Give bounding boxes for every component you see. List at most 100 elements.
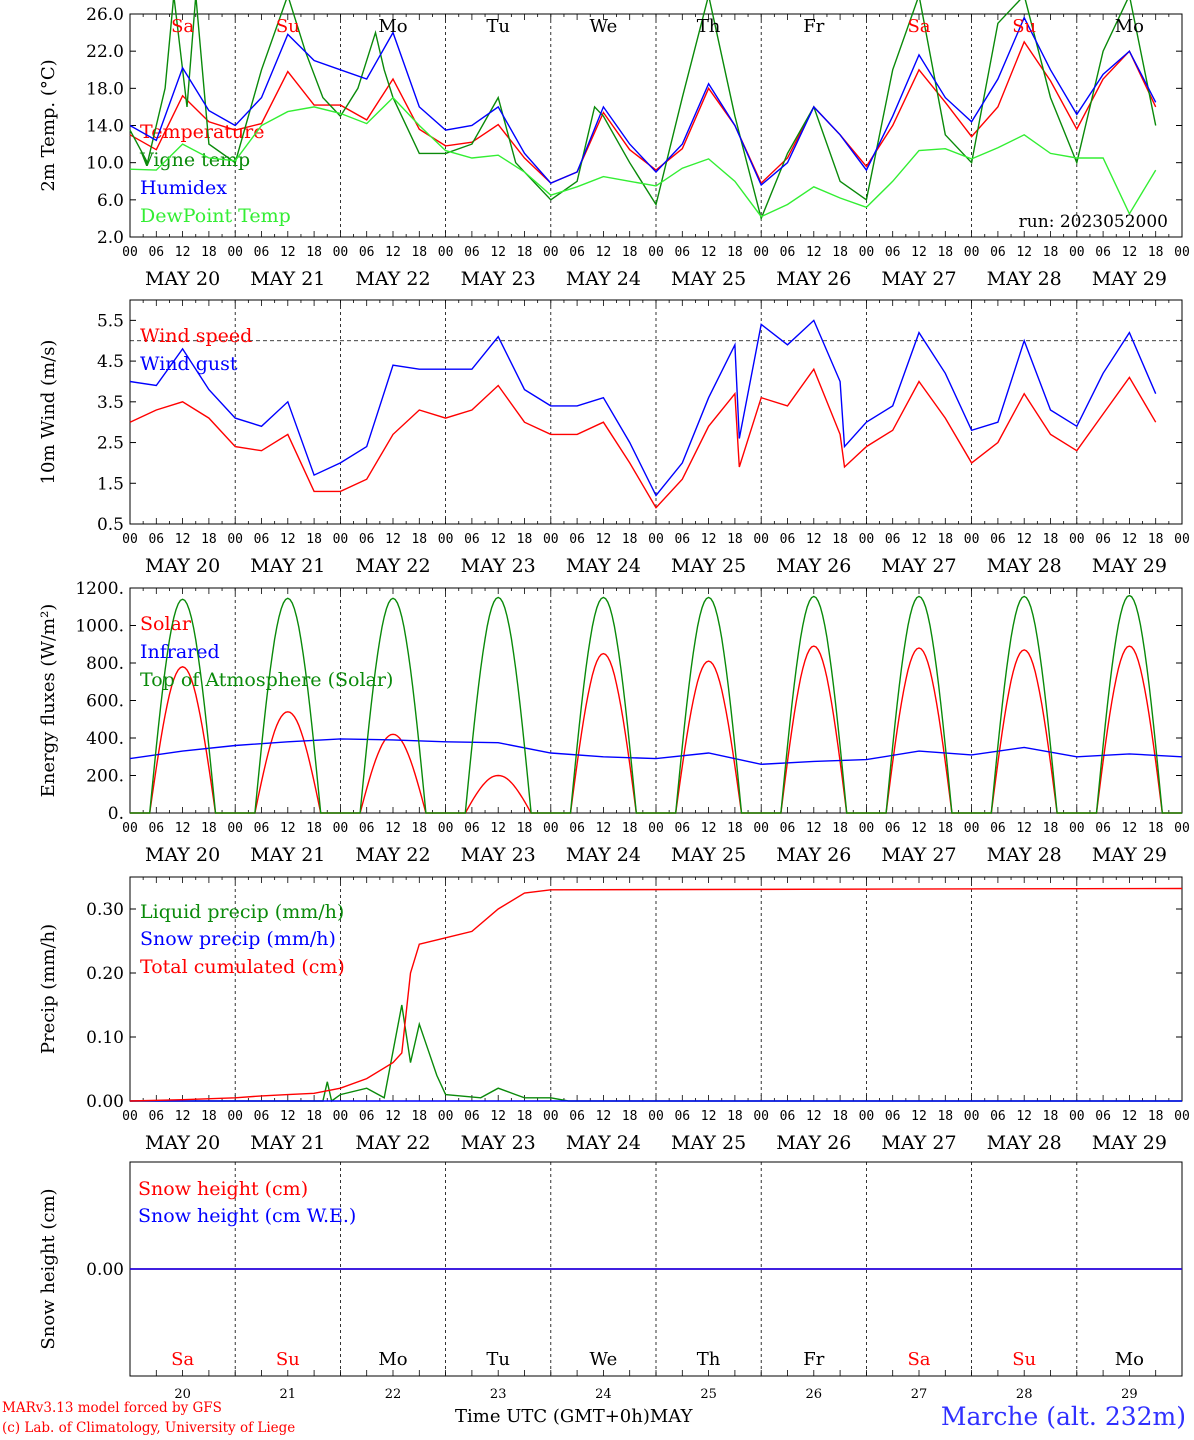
x-hour-label: 00 — [122, 532, 138, 547]
x-hour-label: 18 — [517, 532, 533, 547]
series-line-liquid-precip-mm-h- — [130, 1004, 1182, 1103]
legend-label: Wind speed — [140, 325, 252, 347]
x-hour-label: 06 — [780, 1109, 796, 1124]
x-hour-label: 00 — [122, 245, 138, 260]
panel-3: 0. 200. 400. 600. 800. 1000. 1200. Energy fluxe… — [38, 579, 1190, 866]
x-hour-label: 12 — [280, 821, 296, 836]
weekday-label: Th — [697, 16, 721, 37]
x-hour-label: 00 — [964, 1109, 980, 1124]
y-tick-label: 2.0 — [97, 228, 124, 248]
x-hour-label: 12 — [911, 532, 927, 547]
model-credit: MARv3.13 model forced by GFS — [2, 1400, 222, 1416]
legend-label: Infrared — [140, 641, 220, 663]
x-hour-label: 12 — [701, 821, 717, 836]
x-hour-label: 12 — [911, 821, 927, 836]
x-hour-label: 18 — [937, 245, 953, 260]
x-hour-label: 18 — [727, 821, 743, 836]
x-hour-label: 12 — [1122, 532, 1138, 547]
series-line-dewpoint-temp — [129, 96, 1157, 218]
y-tick-label: 1200. — [75, 579, 124, 599]
y-tick-label: 800. — [86, 654, 124, 674]
x-hour-label: 06 — [990, 821, 1006, 836]
x-date-label: MAY 29 — [1092, 268, 1167, 290]
x-hour-label: 06 — [990, 532, 1006, 547]
x-hour-label: 00 — [1069, 821, 1085, 836]
weekday-label: Sa — [907, 16, 930, 37]
x-hour-label: 06 — [254, 532, 270, 547]
x-hour-label: 06 — [359, 1109, 375, 1124]
x-hour-label: 00 — [964, 245, 980, 260]
legend-label: Snow precip (mm/h) — [140, 928, 336, 950]
x-hour-label: 00 — [122, 821, 138, 836]
y-axis-label: Energy fluxes (W/m²) — [38, 604, 59, 798]
x-hour-label: 06 — [254, 821, 270, 836]
x-date-label: MAY 28 — [987, 1132, 1062, 1154]
weekday-label: Su — [1012, 16, 1036, 37]
x-date-label: MAY 22 — [355, 555, 430, 577]
x-hour-label: 18 — [411, 821, 427, 836]
legend-label: Wind gust — [140, 353, 238, 375]
x-date-label: MAY 24 — [566, 555, 641, 577]
x-hour-label: 12 — [175, 245, 191, 260]
panel-2: 0.5 1.5 2.5 3.5 4.5 5.5 10m Wind (m/s) Wind spe… — [38, 299, 1190, 577]
x-hour-label: 00 — [227, 1109, 243, 1124]
x-date-label: MAY 22 — [355, 1132, 430, 1154]
x-hour-label: 18 — [937, 821, 953, 836]
legend-label: Vigne temp — [139, 149, 250, 171]
x-date-label: MAY 26 — [776, 268, 851, 290]
x-hour-label: 06 — [1095, 1109, 1111, 1124]
x-hour-label: 18 — [411, 532, 427, 547]
y-tick-label: 1000. — [75, 617, 124, 637]
x-date-label: MAY 25 — [671, 1132, 746, 1154]
x-hour-label: 12 — [385, 1109, 401, 1124]
x-hour-label: 12 — [596, 532, 612, 547]
x-date-label: MAY 21 — [250, 844, 325, 866]
x-hour-label: 06 — [464, 1109, 480, 1124]
x-date-label: MAY 26 — [776, 1132, 851, 1154]
legend-label: Solar — [140, 613, 192, 635]
weekday-label: Tu — [486, 1349, 510, 1370]
x-hour-label: 12 — [490, 532, 506, 547]
x-hour-label: 06 — [990, 1109, 1006, 1124]
y-tick-label: 200. — [86, 767, 124, 787]
y-tick-label: 400. — [86, 729, 124, 749]
series-line-vigne-temp — [129, 0, 1157, 221]
y-tick-label: 2.5 — [97, 434, 124, 454]
x-hour-label: 06 — [1095, 245, 1111, 260]
x-hour-label: 00 — [753, 245, 769, 260]
time-label: Time UTC (GMT+0h) — [455, 1406, 650, 1427]
series-line-wind-gust — [129, 319, 1157, 497]
x-hour-label: 12 — [1016, 532, 1032, 547]
y-tick-label: 0.5 — [97, 515, 124, 535]
x-hour-label: 00 — [753, 821, 769, 836]
weekday-label: We — [590, 16, 618, 37]
x-hour-label: 06 — [359, 532, 375, 547]
x-date-label: MAY 24 — [566, 1132, 641, 1154]
x-hour-label: 06 — [569, 532, 585, 547]
x-hour-label: 00 — [1069, 1109, 1085, 1124]
legend-label: Temperature — [140, 121, 264, 143]
x-hour-label: 12 — [175, 821, 191, 836]
x-hour-label: 00 — [438, 821, 454, 836]
x-day-number: 21 — [280, 1387, 297, 1400]
x-hour-label: 12 — [175, 1109, 191, 1124]
x-date-label: MAY 24 — [566, 268, 641, 290]
x-date-label: MAY 25 — [671, 268, 746, 290]
weekday-label: Mo — [1115, 16, 1144, 37]
x-hour-label: 12 — [1016, 821, 1032, 836]
run-annotation: run: 2023052000 — [1019, 212, 1168, 232]
weekday-label: Sa — [907, 1349, 930, 1370]
y-tick-label: 3.5 — [97, 393, 124, 413]
x-hour-label: 06 — [254, 245, 270, 260]
x-hour-label: 18 — [832, 1109, 848, 1124]
x-hour-label: 12 — [385, 532, 401, 547]
x-hour-label: 12 — [701, 1109, 717, 1124]
series-line-temperature — [129, 40, 1157, 185]
x-hour-label: 06 — [780, 532, 796, 547]
legend-label: DewPoint Temp — [140, 205, 291, 227]
weekday-label: Sa — [171, 16, 194, 37]
x-day-number: 26 — [806, 1387, 823, 1400]
x-hour-label: 00 — [1069, 532, 1085, 547]
x-hour-label: 06 — [990, 245, 1006, 260]
x-date-label: MAY 23 — [461, 555, 536, 577]
